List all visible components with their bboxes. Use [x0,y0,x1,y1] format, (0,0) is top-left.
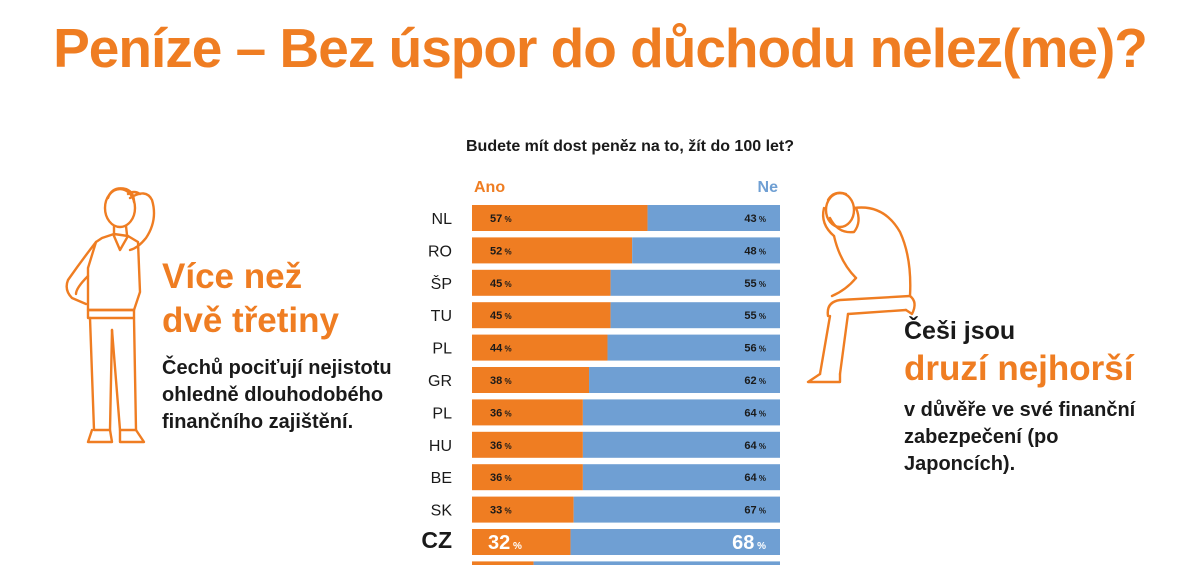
data-label-ano: 44 % [490,343,512,355]
data-label-ne: 67 % [744,505,766,517]
category-label: PL [432,405,452,422]
left-body-text: Čechů pociťují nejistotu ohledně dlouhod… [162,357,392,433]
data-label-ano: 36 % [490,440,512,452]
confused-man-icon [65,187,156,444]
category-label: ŠP [431,274,452,293]
bar-ano [472,561,534,565]
data-label-ne: 68 % [732,532,766,554]
bar-ne [582,399,780,426]
right-callout: Češi jsou druzí nejhorší v důvěře ve své… [904,315,1144,478]
bar-ano [472,496,574,523]
bar-ne [607,334,780,361]
data-label-ne: 64 % [744,407,766,419]
data-label-ne: 64 % [744,472,766,484]
bar-ne [632,237,780,264]
data-label-ne: 64 % [744,440,766,452]
data-label-ano: 45 % [490,310,512,322]
right-body-text: v důvěře ve své finanční zabezpečení (po… [904,399,1136,475]
right-headline: druzí nejhorší [904,349,1134,388]
data-label-ano: 57 % [490,213,512,225]
data-label-ne: 56 % [744,343,766,355]
bar-ne [582,431,780,458]
bar-ne [610,302,780,329]
bar-ne [610,269,780,296]
bar-ano [472,529,571,555]
data-label-ne: 48 % [744,245,766,257]
category-label: PL [432,341,452,358]
data-label-ne: 43 % [744,213,766,225]
legend-ano: Ano [474,179,505,196]
bar-ano [472,237,633,264]
bar-ano [472,302,611,329]
data-label-ne: 55 % [744,310,766,322]
category-label: CZ [421,527,452,553]
data-label-ano: 38 % [490,375,512,387]
bar-ne [589,367,780,393]
category-label: BE [431,470,452,487]
data-label-ano: 36 % [490,407,512,419]
worried-man-icon [806,191,916,384]
bar-ano [472,269,611,296]
category-label: GR [428,373,452,390]
left-headline-line-1: Více než [162,257,303,296]
data-label-ne: 55 % [744,278,766,290]
legend-ne: Ne [758,179,779,196]
bar-ano [472,334,608,361]
category-label: HU [429,438,452,455]
bar-ano [472,431,583,458]
category-label: NL [432,211,453,228]
data-label-ano: 32 % [488,532,522,554]
data-label-ano: 33 % [490,505,512,517]
data-label-ne: 62 % [744,375,766,387]
bar-ne [570,529,780,555]
bar-ano [472,205,648,231]
bar-ne [533,561,780,565]
category-label: SK [431,503,453,520]
bar-ne [582,464,780,491]
bar-ne [573,496,780,523]
chart-title: Budete mít dost peněz na to, žít do 100 … [465,138,795,155]
bar-ne [647,205,780,231]
bar-ano [472,399,583,426]
page-title: Peníze – Bez úspor do důchodu nelez(me)? [53,17,1148,79]
bar-ano [472,367,590,393]
left-callout: Více než dvě třetiny Čechů pociťují neji… [162,255,402,436]
data-label-ano: 36 % [490,472,512,484]
data-label-ano: 45 % [490,278,512,290]
category-label: TU [431,308,452,325]
bar-ano [472,464,583,491]
stacked-bar-chart: Ano Ne NL 57 % 43 % RO 52 % 48 % ŠP 45 % 55 % TU 45 … [421,179,780,565]
left-headline-line-2: dvě třetiny [162,301,339,340]
right-lead-text: Češi jsou [904,317,1016,345]
data-label-ano: 52 % [490,245,512,257]
category-label: RO [428,243,452,260]
